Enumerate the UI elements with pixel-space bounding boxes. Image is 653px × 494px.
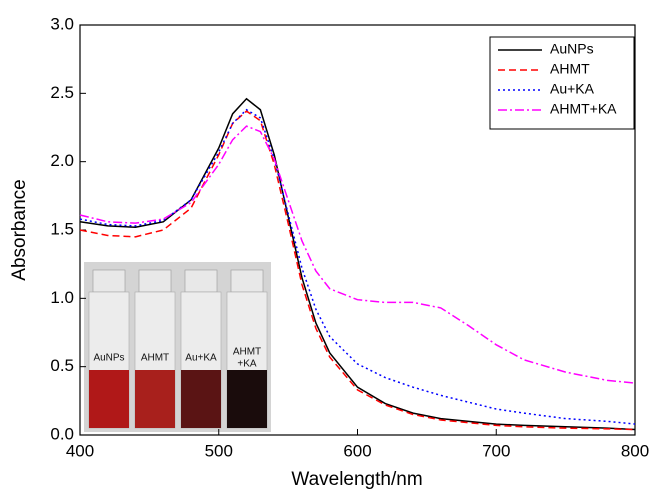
y-axis-title: Absorbance xyxy=(9,179,30,280)
vial-liquid xyxy=(135,370,175,428)
vial-liquid xyxy=(181,370,221,428)
y-tick-label: 3.0 xyxy=(50,14,74,33)
vial-label: Au+KA xyxy=(185,353,217,364)
vial-liquid xyxy=(227,370,267,428)
vial-cap xyxy=(184,269,218,293)
vial-liquid xyxy=(89,370,129,428)
x-tick-label: 800 xyxy=(621,441,649,460)
vial-label: AHMT xyxy=(233,347,261,358)
y-tick-label: 1.5 xyxy=(50,219,74,238)
legend-label: Au+KA xyxy=(550,81,595,97)
y-tick-label: 2.5 xyxy=(50,83,74,102)
vial-label: +KA xyxy=(237,359,257,370)
legend-label: AHMT xyxy=(550,61,590,77)
x-tick-label: 400 xyxy=(66,441,94,460)
series-line xyxy=(79,110,636,431)
y-tick-label: 1.0 xyxy=(50,288,74,307)
vial-cap xyxy=(138,269,172,293)
vial-cap xyxy=(92,269,126,293)
x-tick-label: 500 xyxy=(205,441,233,460)
series-line xyxy=(79,97,636,431)
y-tick-label: 0.5 xyxy=(50,356,74,375)
vial-label: AHMT xyxy=(141,353,169,364)
y-tick-label: 2.0 xyxy=(50,151,74,170)
x-axis-title: Wavelength/nm xyxy=(291,469,422,490)
x-tick-label: 700 xyxy=(482,441,510,460)
legend-box xyxy=(489,36,635,130)
legend-label: AHMT+KA xyxy=(550,101,617,117)
legend-label: AuNPs xyxy=(550,41,594,57)
y-tick-label: 0.0 xyxy=(50,424,74,443)
series-line xyxy=(79,108,636,425)
series-line xyxy=(79,125,636,384)
vial-label: AuNPs xyxy=(93,353,124,364)
vial-cap xyxy=(230,269,264,293)
x-tick-label: 600 xyxy=(343,441,371,460)
